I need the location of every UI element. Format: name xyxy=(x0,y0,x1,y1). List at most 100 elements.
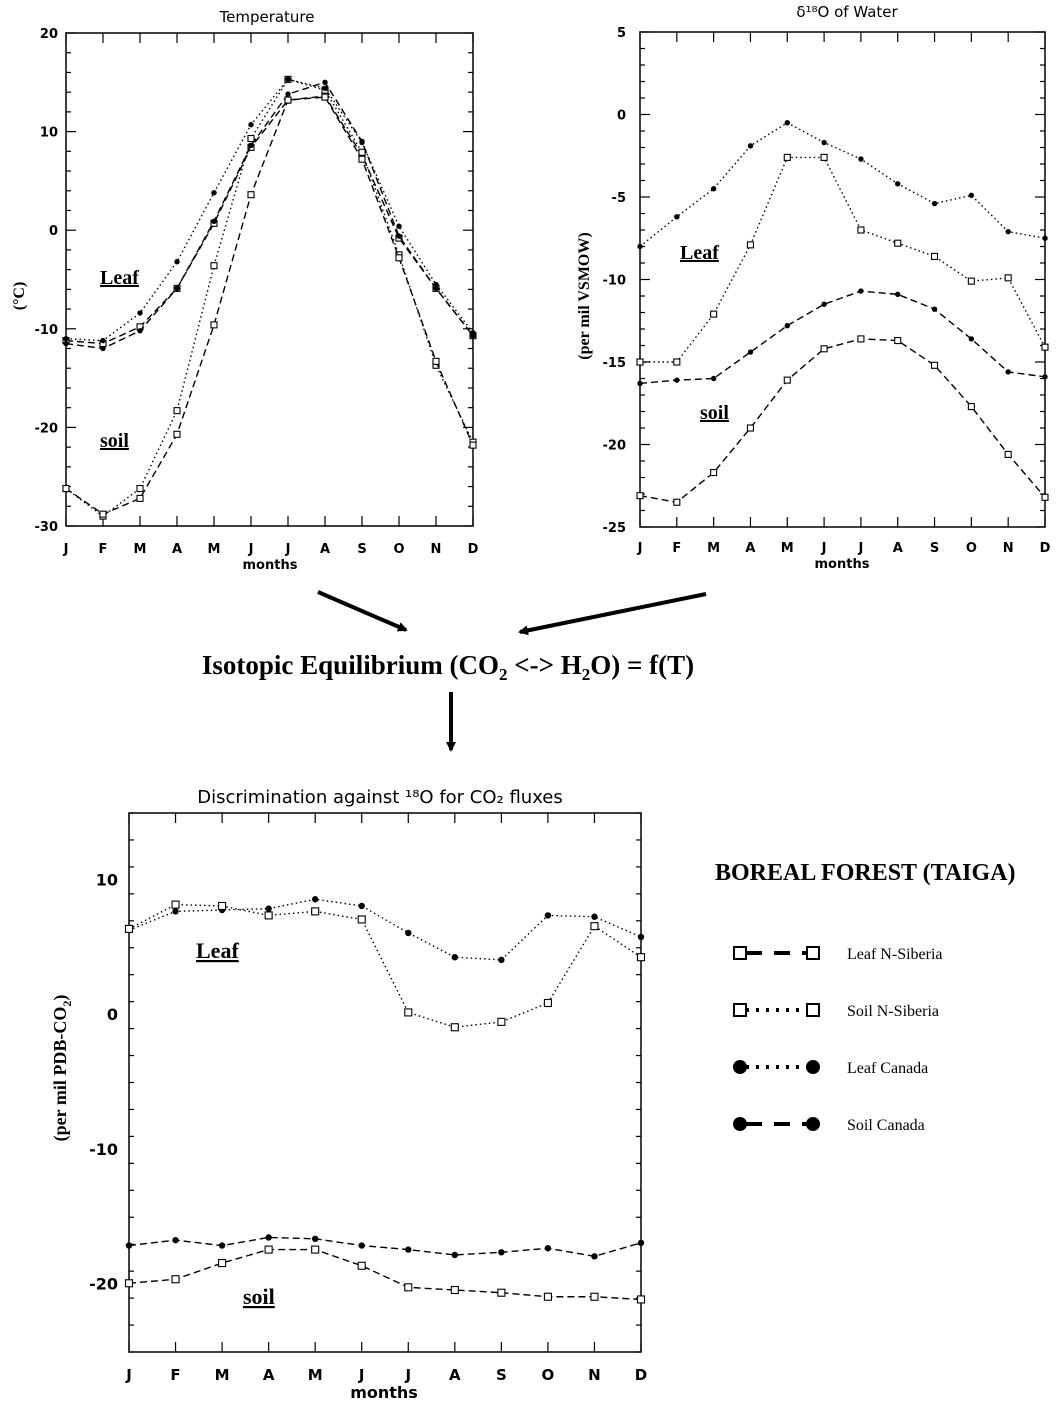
discrimination-data-point xyxy=(543,998,552,1008)
water-data-point xyxy=(967,402,975,411)
water-data-point xyxy=(894,336,902,345)
water-data-point xyxy=(857,335,865,343)
temperature-x-tick-label: S xyxy=(357,542,366,557)
water-data-point xyxy=(1004,450,1012,458)
temperature-data-point xyxy=(285,76,291,83)
temperature-series-4 xyxy=(63,79,476,352)
discrimination-chart: Discrimination against ¹⁸O for CO₂ fluxe… xyxy=(50,787,647,1402)
water-data-point xyxy=(746,424,755,432)
discrimination-x-tick-label: J xyxy=(404,1366,411,1384)
legend-item: Soil Canada xyxy=(733,1117,925,1134)
water-plot-frame xyxy=(639,31,1046,528)
discrimination-x-tick-label: O xyxy=(542,1366,555,1384)
water-data-point xyxy=(930,252,939,260)
temperature-y-tick-label: 20 xyxy=(40,27,58,42)
discrimination-data-point xyxy=(544,1245,552,1252)
water-data-point xyxy=(1005,369,1011,375)
legend: BOREAL FOREST (TAIGA) Leaf N-Siberia Soil… xyxy=(715,860,1016,1134)
discrimination-data-point xyxy=(125,1242,133,1249)
discrimination-data-point xyxy=(124,924,134,933)
temperature-data-point xyxy=(136,494,144,502)
temperature-series-2 xyxy=(62,75,477,520)
water-data-point xyxy=(1042,235,1048,241)
discrimination-x-tick-label: S xyxy=(496,1366,507,1384)
discrimination-y-tick-label: -10 xyxy=(89,1140,118,1159)
water-x-tick-label: N xyxy=(1003,541,1014,556)
equation-text: Isotopic Equilibrium (CO2 <-> H2O) = f(T… xyxy=(202,650,694,684)
water-data-point xyxy=(858,288,864,294)
water-d18o-chart: δ¹⁸O of Water Leaf soil (per mil VSMOW) … xyxy=(576,3,1051,572)
water-x-tick-label: M xyxy=(781,541,794,556)
arrow-from-water xyxy=(518,592,707,636)
water-data-point xyxy=(858,156,864,162)
temperature-data-point xyxy=(211,190,217,196)
discrimination-x-tick-label: M xyxy=(215,1366,230,1384)
legend-item: Leaf N-Siberia xyxy=(733,946,943,963)
water-data-point xyxy=(821,301,827,307)
discrimination-series-line xyxy=(128,1236,642,1258)
water-data-point xyxy=(783,153,791,161)
discrimination-data-point xyxy=(357,915,366,924)
discrimination-x-tick-label: D xyxy=(635,1366,647,1384)
water-data-point xyxy=(1005,228,1011,235)
temperature-data-point xyxy=(284,96,292,104)
water-x-tick-label: J xyxy=(857,541,863,556)
water-y-axis-label: (per mil VSMOW) xyxy=(576,232,593,359)
water-y-tick-label: 0 xyxy=(617,109,626,124)
water-data-point xyxy=(821,139,827,146)
water-x-tick-label: A xyxy=(893,541,903,556)
water-data-point xyxy=(674,214,680,220)
temperature-x-tick-label: J xyxy=(248,542,254,557)
temperature-leaf-annotation: Leaf xyxy=(100,267,139,289)
discrimination-data-point xyxy=(358,902,365,910)
water-data-point xyxy=(968,336,975,342)
temperature-data-point xyxy=(358,155,366,163)
legend-marker xyxy=(806,1003,820,1017)
temperature-series-line xyxy=(65,96,474,515)
temperature-data-point xyxy=(321,93,329,101)
water-data-point xyxy=(1041,343,1049,351)
discrimination-x-tick-label: A xyxy=(449,1366,461,1384)
temperature-data-point xyxy=(396,233,402,239)
temperature-y-tick-label: 10 xyxy=(40,126,58,141)
discrimination-data-point xyxy=(218,901,227,911)
temperature-data-point xyxy=(248,121,254,128)
water-data-point xyxy=(895,291,901,298)
water-x-tick-label: S xyxy=(930,541,939,556)
discrimination-data-point xyxy=(590,1292,599,1301)
discrimination-data-point xyxy=(404,1283,413,1292)
temperature-series-line xyxy=(65,95,474,345)
discrimination-data-point xyxy=(451,953,459,961)
discrimination-data-point xyxy=(405,929,412,937)
water-data-point xyxy=(967,277,975,285)
water-data-point xyxy=(894,239,902,247)
water-data-point xyxy=(710,375,717,382)
temperature-data-point xyxy=(100,345,106,352)
water-data-point xyxy=(637,243,643,250)
legend-label: Leaf N-Siberia xyxy=(847,946,943,963)
temperature-series-3 xyxy=(63,76,476,344)
temperature-data-point xyxy=(322,79,328,86)
discrimination-data-point xyxy=(264,1245,273,1254)
temperature-data-point xyxy=(63,340,69,347)
discrimination-data-point xyxy=(171,1275,180,1284)
water-x-tick-label: A xyxy=(745,541,755,556)
legend-marker xyxy=(733,946,747,960)
discrimination-y-tick-label: 0 xyxy=(107,1005,118,1024)
discrimination-series-3 xyxy=(125,1234,645,1260)
legend-marker xyxy=(806,946,820,960)
discrimination-data-point xyxy=(450,1285,459,1295)
temperature-data-point xyxy=(469,441,477,449)
discrimination-data-point xyxy=(218,1259,227,1268)
discrimination-data-point xyxy=(544,912,552,919)
discrimination-x-tick-label: A xyxy=(263,1366,275,1384)
temperature-series-5 xyxy=(62,93,477,518)
water-x-tick-label: O xyxy=(966,541,977,556)
discrimination-data-point xyxy=(591,1253,598,1260)
discrimination-data-point xyxy=(497,1288,506,1297)
discrimination-x-tick-label: J xyxy=(358,1366,365,1384)
discrimination-data-point xyxy=(171,900,180,909)
temperature-data-point xyxy=(100,337,106,344)
water-data-point xyxy=(857,226,865,234)
discrimination-y-tick-label: 10 xyxy=(96,870,118,889)
